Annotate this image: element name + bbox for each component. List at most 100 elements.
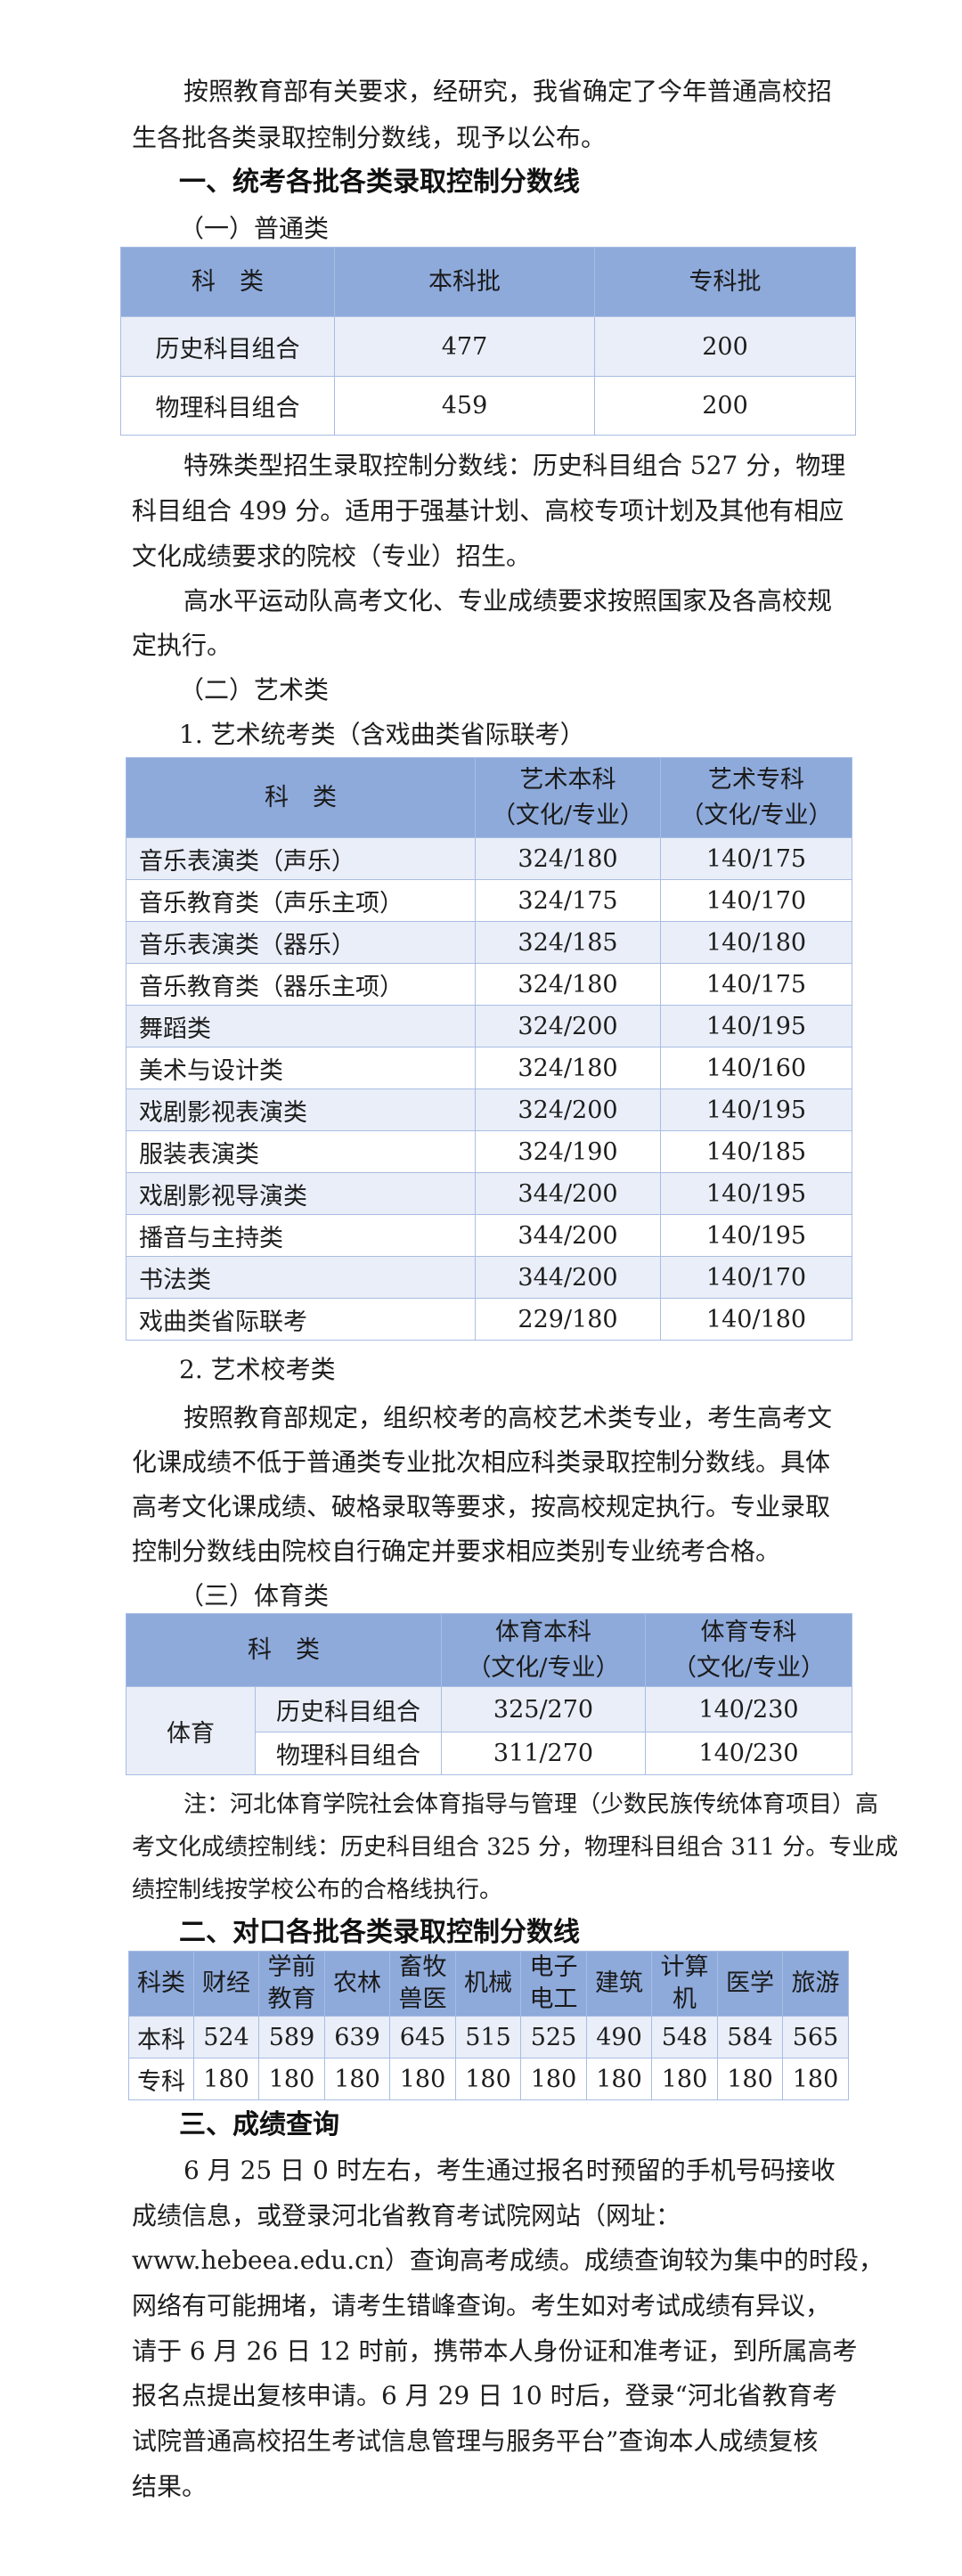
header-cell: 旅游 [782, 1951, 849, 2017]
table-cell: 584 [717, 2016, 783, 2058]
text-line: 定执行。 [132, 631, 232, 660]
table-cell: 180 [324, 2058, 390, 2100]
header-cell: 艺术专科 （文化/专业） [660, 757, 852, 838]
text-line: 6 月 25 日 0 时左右，考生通过报名时预留的手机号码接收 [183, 2156, 836, 2185]
header-text: 科 类 [192, 267, 264, 296]
table-cell: 344/200 [475, 1214, 661, 1257]
text-line: 文化成绩要求的院校（专业）招生。 [132, 542, 532, 571]
subheading-art: （二）艺术类 [179, 675, 330, 705]
header-text: （文化/专业） [680, 801, 833, 829]
table-cell: 477 [334, 316, 595, 377]
table-cell: 物理科目组合 [120, 376, 335, 436]
header-text: 教育 [267, 1985, 316, 2013]
text-line: 按照教育部有关要求，经研究，我省确定了今年普通高校招 [183, 77, 833, 106]
table-cell: 324/200 [475, 1088, 661, 1131]
table-cell: 本科 [128, 2016, 194, 2058]
text-line: 按照教育部规定，组织校考的高校艺术类专业，考生高考文 [183, 1403, 833, 1432]
header-text: 电子 [529, 1953, 578, 1981]
header-row: 科 类 艺术本科 （文化/专业） 艺术专科 （文化/专业） [126, 757, 852, 838]
art-unified-exam-table: 科 类 艺术本科 （文化/专业） 艺术专科 （文化/专业） 音乐表演类（声乐） 324/18… [126, 757, 852, 1341]
text-line: 化课成绩不低于普通类专业批次相应科类录取控制分数线。具体 [132, 1447, 831, 1477]
subheading-general: （一）普通类 [179, 214, 330, 243]
table-cell: 物理科目组合 [255, 1732, 442, 1775]
text-line: 高水平运动队高考文化、专业成绩要求按照国家及各高校规 [183, 586, 833, 615]
table-cell: 324/175 [475, 879, 661, 922]
table-cell: 140/175 [660, 837, 852, 880]
table-cell: 140/195 [660, 1172, 852, 1215]
table-row: 戏剧影视导演类 344/200 140/195 [126, 1172, 852, 1215]
header-cell: 医学 [717, 1951, 783, 2017]
header-text: 体育专科 [700, 1618, 797, 1646]
table-cell: 140/230 [645, 1732, 852, 1775]
table-cell: 645 [389, 2016, 456, 2058]
table-cell: 524 [193, 2016, 259, 2058]
table-row: 本科 524 589 639 645 515 525 490 548 584 565 [128, 2016, 849, 2058]
table-cell: 音乐教育类（声乐主项） [126, 879, 476, 922]
header-text: 艺术专科 [708, 765, 804, 794]
table-row: 专科 180 180 180 180 180 180 180 180 180 180 [128, 2058, 849, 2100]
table-cell: 140/170 [660, 879, 852, 922]
table-cell: 140/195 [660, 1088, 852, 1131]
table-cell: 180 [193, 2058, 259, 2100]
table-cell: 专科 [128, 2058, 194, 2100]
header-text: 财经 [202, 1969, 250, 1997]
table-row: 舞蹈类 324/200 140/195 [126, 1005, 852, 1048]
header-cell: 科 类 [126, 1613, 442, 1687]
section-heading-unified-exam: 一、统考各批各类录取控制分数线 [179, 167, 580, 198]
text-line: 网络有可能拥堵，请考生错峰查询。考生如对考试成绩有异议， [132, 2291, 831, 2321]
header-text: 科 类 [265, 783, 337, 811]
table-row: 戏曲类省际联考 229/180 140/180 [126, 1298, 852, 1341]
table-cell: 舞蹈类 [126, 1005, 476, 1048]
table-cell: 589 [258, 2016, 325, 2058]
table-cell: 播音与主持类 [126, 1214, 476, 1257]
vocational-table: 科类 财经 学前 教育 农林 畜牧 兽医 机械 电子 电工 建筑 计算机医学 旅游 本科 524 589 639… [128, 1951, 849, 2100]
table-cell: 344/200 [475, 1172, 661, 1215]
text-line: 绩控制线按学校公布的合格线执行。 [132, 1877, 503, 1903]
table-row: 书法类 344/200 140/170 [126, 1256, 852, 1299]
text-line: 科目组合 499 分。适用于强基计划、高校专项计划及其他有相应 [132, 496, 844, 526]
header-cell: 计算机 [651, 1951, 718, 2017]
subheading-art-school-exam: 2. 艺术校考类 [179, 1355, 336, 1384]
table-cell: 324/180 [475, 963, 661, 1006]
text-line: 考文化成绩控制线：历史科目组合 325 分，物理科目组合 311 分。专业成 [132, 1834, 899, 1861]
text-line: 生各批各类录取控制分数线，现予以公布。 [132, 123, 607, 152]
table-cell: 324/190 [475, 1130, 661, 1173]
subheading-pe: （三）体育类 [179, 1581, 330, 1610]
table-cell: 140/180 [660, 921, 852, 964]
table-cell: 325/270 [441, 1686, 646, 1732]
table-cell: 344/200 [475, 1256, 661, 1299]
header-text: 本科批 [428, 267, 501, 296]
table-cell: 639 [324, 2016, 390, 2058]
table-cell: 459 [334, 376, 595, 436]
text-line: 注：河北体育学院社会体育指导与管理（少数民族传统体育项目）高 [183, 1791, 879, 1818]
general-category-table: 科 类本科批 专科批 历史科目组合 477 200 物理科目组合 459 200 [120, 247, 856, 436]
table-row: 音乐表演类（声乐） 324/180 140/175 [126, 837, 852, 880]
header-text: 艺术本科 [519, 765, 616, 794]
table-cell: 525 [520, 2016, 587, 2058]
header-text: 专科批 [689, 267, 762, 296]
table-row: 音乐教育类（声乐主项） 324/175 140/170 [126, 879, 852, 922]
table-cell: 180 [258, 2058, 325, 2100]
table-cell: 180 [520, 2058, 587, 2100]
table-cell: 140/160 [660, 1047, 852, 1089]
table-cell: 历史科目组合 [255, 1686, 442, 1732]
header-cell: 学前 教育 [258, 1951, 325, 2017]
text-line: 试院普通高校招生考试信息管理与服务平台”查询本人成绩复核 [132, 2426, 819, 2457]
score-query-paragraph: 6 月 25 日 0 时左右，考生通过报名时预留的手机号码接收成绩信息，或登录河… [132, 2148, 884, 2510]
header-row: 科类 财经 学前 教育 农林 畜牧 兽医 机械 电子 电工 建筑 计算机医学 旅游 [128, 1951, 849, 2017]
header-text: （文化/专业） [672, 1653, 826, 1682]
table-cell: 180 [717, 2058, 783, 2100]
art-school-exam-paragraph: 按照教育部规定，组织校考的高校艺术类专业，考生高考文化课成绩不低于普通类专业批次… [132, 1396, 845, 1574]
header-cell: 体育本科 （文化/专业） [441, 1613, 646, 1687]
header-text: 机械 [464, 1969, 512, 1997]
table-cell: 140/185 [660, 1130, 852, 1173]
table-cell: 324/185 [475, 921, 661, 964]
table-cell: 音乐表演类（器乐） [126, 921, 476, 964]
table-cell: 324/180 [475, 1047, 661, 1089]
table-cell: 戏曲类省际联考 [126, 1298, 476, 1341]
table-cell: 140/230 [645, 1686, 852, 1732]
text-line: 高考文化课成绩、破格录取等要求，按高校规定执行。专业录取 [132, 1492, 831, 1521]
group-cell: 体育 [126, 1686, 256, 1775]
text-line: 成绩信息，或登录河北省教育考试院网站（网址： [132, 2200, 681, 2230]
header-cell: 艺术本科 （文化/专业） [475, 757, 661, 838]
